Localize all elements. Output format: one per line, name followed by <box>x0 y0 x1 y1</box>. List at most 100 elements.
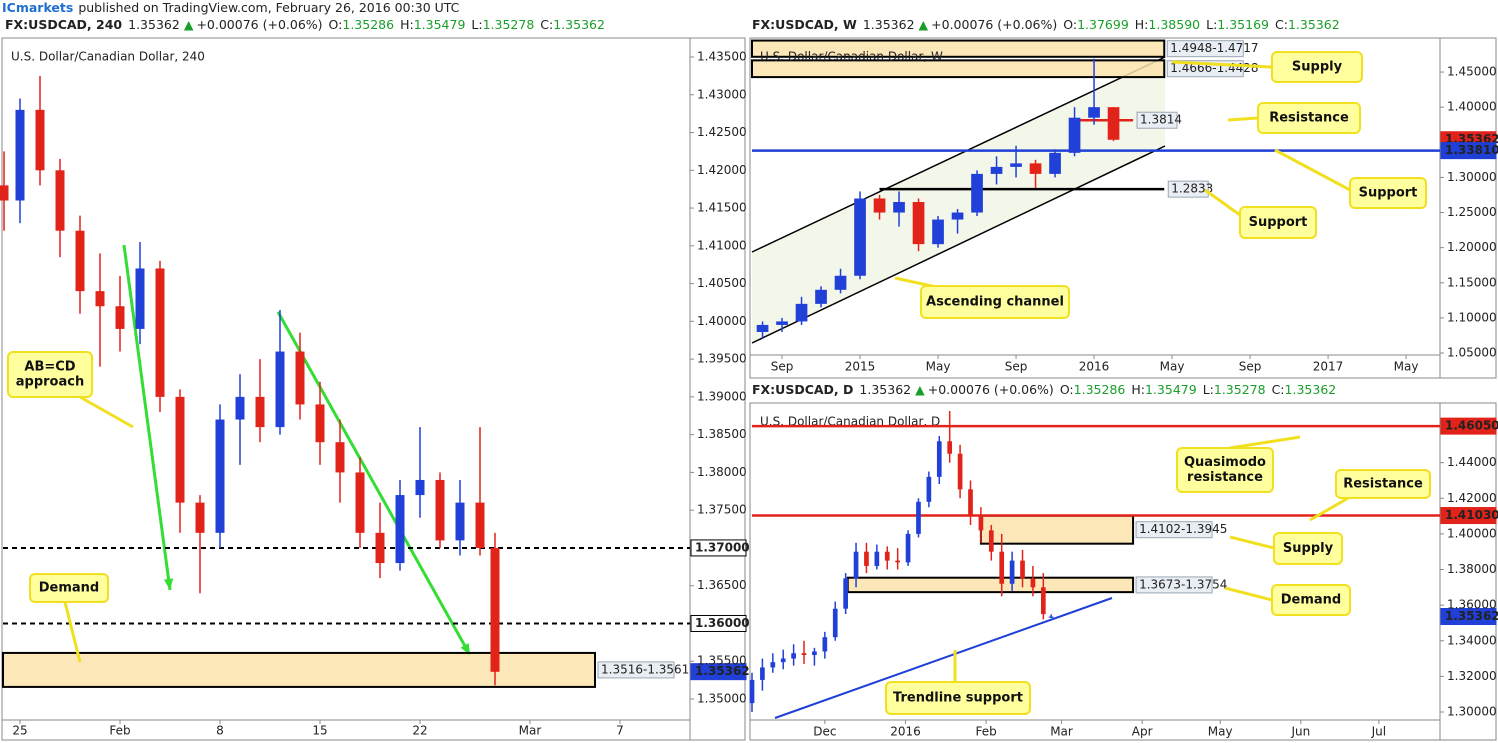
y-tick-label: 1.44000 <box>1447 455 1497 469</box>
candle-body <box>893 201 905 213</box>
callout-text: AB=CD <box>24 360 75 375</box>
callout-pointer <box>79 395 134 429</box>
x-tick-label: 7 <box>616 724 624 738</box>
candle-body <box>1049 152 1061 174</box>
quote-value: 1.35278 <box>1214 382 1266 397</box>
y-tick-label: 1.42500 <box>697 125 747 139</box>
candle-body <box>15 109 25 201</box>
callout-box <box>1176 447 1274 493</box>
x-tick-label: 2016 <box>1079 360 1110 374</box>
y-tick-label: 1.42000 <box>697 163 747 177</box>
y-tick-label: 1.43500 <box>697 49 747 63</box>
quote-value: 1.35286 <box>1074 382 1126 397</box>
candle-body <box>415 479 425 496</box>
zone-label: 1.4102-1.3945 <box>1139 522 1227 536</box>
candle-body <box>215 419 225 533</box>
callout-box <box>1271 584 1351 616</box>
publish-line: ICmarkets published on TradingView.com, F… <box>2 0 460 15</box>
y-tick-label: 1.10000 <box>1447 310 1497 324</box>
symbol: FX:USDCAD, W <box>752 17 857 32</box>
candle-body <box>834 275 847 290</box>
arrow-head <box>163 578 174 590</box>
quote-label: O: <box>329 17 343 32</box>
symbol: FX:USDCAD, 240 <box>5 17 122 32</box>
candle-body <box>832 608 838 638</box>
candle-body <box>55 170 65 231</box>
candle-body <box>295 351 305 405</box>
chart-header: FX:USDCAD, 240 1.35362 ▲ +0.00076 (+0.06%) O… <box>5 17 605 32</box>
candle-body <box>315 404 325 443</box>
candle-body <box>843 578 848 609</box>
publisher[interactable]: ICmarkets <box>2 0 73 15</box>
x-tick-label: May <box>1208 725 1233 739</box>
candle-body <box>435 479 445 541</box>
y-tick-label: 1.05000 <box>1447 346 1497 360</box>
zone <box>979 514 1135 545</box>
x-tick-label: Sep <box>1005 360 1028 374</box>
quote-label: H: <box>1135 17 1149 32</box>
callout-box <box>1273 532 1343 565</box>
price-label: 1.36000 <box>695 616 750 630</box>
quote-value: 1.37699 <box>1077 17 1129 32</box>
callout-text: Support <box>1249 215 1308 230</box>
callout-text: Resistance <box>1343 477 1423 492</box>
callout-pointer <box>63 601 82 663</box>
callout-text: Supply <box>1283 541 1334 556</box>
change-arrow: ▲ <box>919 17 929 32</box>
zone-label: 1.4948-1.4717 <box>1170 41 1258 55</box>
published: published on TradingView.com, February 2… <box>78 0 459 15</box>
price-label-box <box>1440 142 1497 160</box>
y-tick-label: 1.37500 <box>697 503 747 517</box>
y-tick-label: 1.35500 <box>697 654 747 668</box>
candle-body <box>1010 163 1022 167</box>
callout-text: resistance <box>1187 470 1263 485</box>
y-tick-label: 1.15000 <box>1447 275 1497 289</box>
candle-body <box>95 291 105 307</box>
candle-body <box>235 396 245 420</box>
chart-header: FX:USDCAD, D 1.35362 ▲ +0.00076 (+0.06%) O:1… <box>752 382 1336 397</box>
callout-pointer <box>1229 435 1301 450</box>
candle-body <box>1009 560 1015 584</box>
callout-pointer <box>1274 148 1351 192</box>
x-tick-label: 15 <box>312 724 327 738</box>
candle-body <box>812 651 817 656</box>
trendline <box>774 597 1113 719</box>
candle-body <box>926 476 932 502</box>
x-tick-label: 2017 <box>1313 360 1344 374</box>
candle-body <box>75 230 85 292</box>
candle-body <box>822 637 828 652</box>
candle-body <box>932 219 944 245</box>
candle-body <box>864 551 869 566</box>
price-label: 1.35362 <box>1445 609 1498 623</box>
y-tick-label: 1.36500 <box>697 578 747 592</box>
candle-body <box>776 321 788 325</box>
zone-label-box <box>597 661 675 679</box>
callout-pointer <box>1171 60 1273 69</box>
candle-body <box>455 502 465 541</box>
symbol: FX:USDCAD, D <box>752 382 853 397</box>
x-tick-label: Feb <box>109 724 130 738</box>
y-tick-label: 1.34000 <box>1447 633 1497 647</box>
price-label: 1.33810 <box>1445 143 1498 157</box>
trend-arrow <box>276 311 472 656</box>
candle-body <box>999 551 1005 584</box>
callout-pointer <box>1204 188 1241 217</box>
candle-body <box>968 489 973 517</box>
zone-label-box <box>1135 576 1213 594</box>
chart-title: U.S. Dollar/Canadian Dollar, W <box>760 50 943 64</box>
quote-label: H: <box>1131 382 1145 397</box>
change-arrow: ▲ <box>915 382 925 397</box>
change: +0.00076 (+0.06%) <box>196 17 322 32</box>
candle-body <box>756 324 769 332</box>
y-tick-label: 1.43000 <box>697 87 747 101</box>
panel-border <box>1 37 746 741</box>
price-label-box <box>690 539 747 557</box>
price-label: 1.41030 <box>1445 508 1498 522</box>
candle-body <box>978 516 984 531</box>
callout-box <box>29 573 109 603</box>
candle-body <box>1107 107 1120 140</box>
callout-text: Support <box>1359 186 1418 201</box>
zone-label: 1.3673-1.3754 <box>1139 577 1227 591</box>
callout-text: Quasimodo <box>1184 455 1266 470</box>
